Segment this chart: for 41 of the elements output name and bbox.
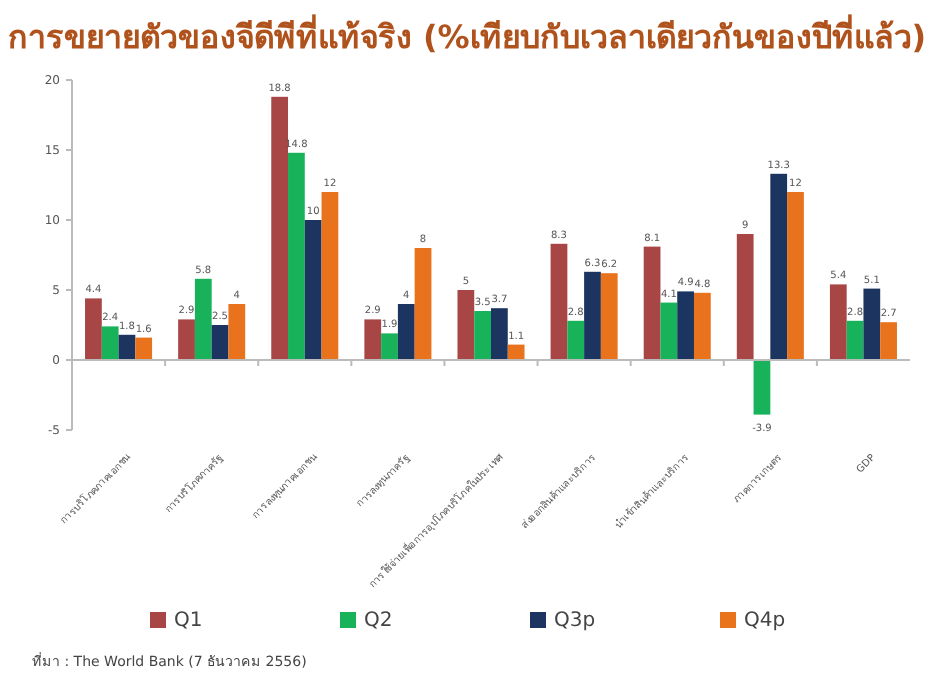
bar bbox=[584, 271, 601, 360]
bar bbox=[660, 302, 678, 360]
bar bbox=[271, 96, 289, 360]
bar bbox=[228, 304, 246, 360]
bar bbox=[863, 288, 881, 360]
bar bbox=[567, 320, 585, 360]
bar bbox=[787, 192, 804, 360]
bar bbox=[491, 308, 508, 360]
bar bbox=[507, 344, 525, 360]
bar bbox=[474, 311, 491, 360]
bar bbox=[693, 292, 711, 360]
legend-label: Q4p bbox=[744, 610, 786, 632]
bar bbox=[600, 273, 618, 360]
bar bbox=[178, 319, 195, 360]
bar bbox=[85, 298, 102, 360]
bar bbox=[880, 322, 897, 360]
bar bbox=[135, 337, 153, 360]
bar bbox=[770, 173, 788, 360]
bar bbox=[118, 334, 136, 360]
bar bbox=[321, 192, 339, 360]
bar bbox=[414, 248, 432, 360]
legend-label: Q2 bbox=[364, 610, 393, 632]
bar bbox=[194, 278, 212, 360]
bar bbox=[288, 152, 305, 360]
bar bbox=[211, 325, 229, 360]
bar bbox=[101, 326, 119, 360]
legend-label: Q3p bbox=[554, 610, 596, 632]
bar bbox=[304, 220, 322, 360]
bar bbox=[677, 291, 694, 360]
bar bbox=[753, 360, 771, 415]
bar bbox=[550, 243, 568, 360]
bar bbox=[643, 246, 661, 360]
bar bbox=[364, 319, 382, 360]
bar bbox=[381, 333, 398, 360]
chart-title: การขยายตัวของจีดีพีที่แท้จริง (%เทียบกับเวลาเดียวกันของปีที่แล้ว) bbox=[7, 14, 927, 56]
bar bbox=[397, 304, 415, 360]
bar bbox=[829, 284, 847, 360]
bar bbox=[457, 290, 475, 360]
bar bbox=[846, 320, 864, 360]
legend-label: Q1 bbox=[174, 610, 203, 632]
bar bbox=[736, 234, 754, 360]
